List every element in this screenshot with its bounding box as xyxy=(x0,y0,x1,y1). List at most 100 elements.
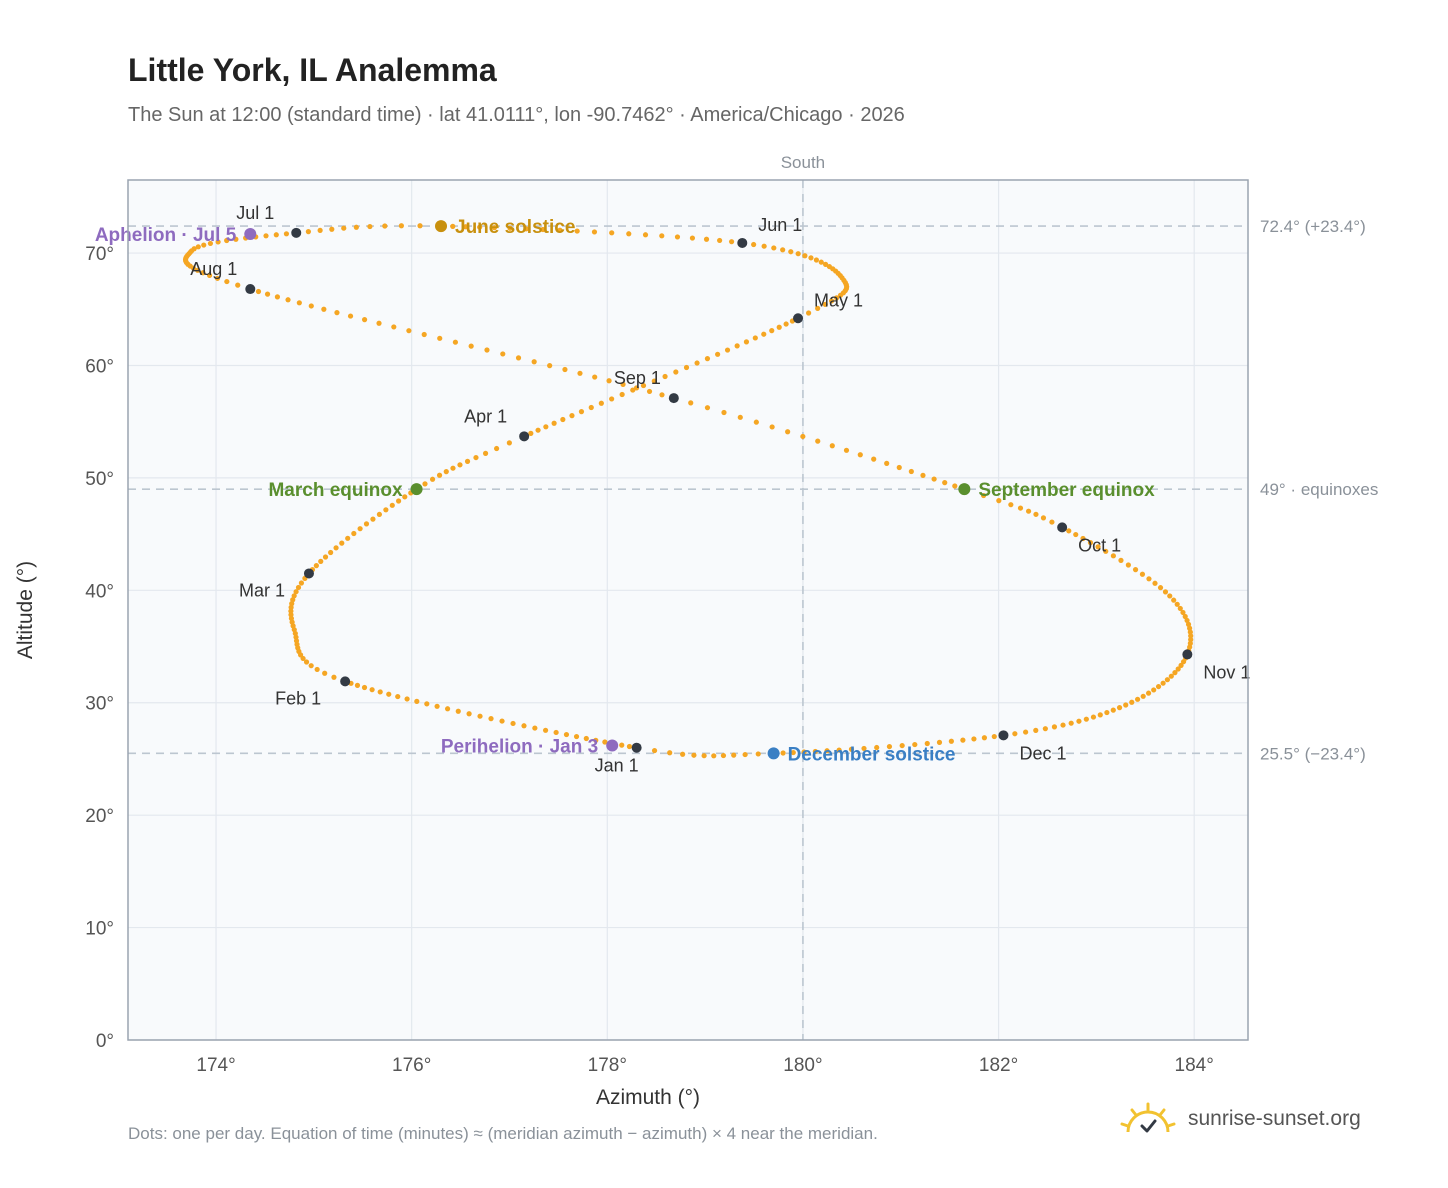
daily-sun-dot xyxy=(651,747,658,754)
daily-sun-dot xyxy=(1174,601,1180,607)
daily-sun-dot xyxy=(1155,683,1162,690)
daily-sun-dot xyxy=(591,229,598,235)
event-marker xyxy=(958,483,971,496)
daily-sun-dot xyxy=(960,737,966,743)
event-marker xyxy=(767,747,780,760)
daily-sun-dot xyxy=(201,242,207,248)
daily-sun-dot xyxy=(829,443,835,449)
month-label: May 1 xyxy=(814,290,863,310)
y-tick-label: 50° xyxy=(85,469,114,490)
daily-sun-dot xyxy=(429,476,436,482)
event-label: March equinox xyxy=(268,480,403,501)
daily-sun-dot xyxy=(434,703,440,709)
month-marker xyxy=(245,284,256,295)
daily-sun-dot xyxy=(422,481,428,487)
daily-sun-dot xyxy=(626,743,633,750)
daily-sun-dot xyxy=(826,263,833,270)
month-label: Mar 1 xyxy=(239,580,285,600)
daily-sun-dot xyxy=(464,458,471,464)
daily-sun-dot xyxy=(1164,677,1170,683)
daily-sun-dot xyxy=(303,659,310,665)
daily-sun-dot xyxy=(602,739,608,745)
brand-link[interactable]: sunrise-sunset.org xyxy=(1120,1102,1361,1136)
daily-sun-dot xyxy=(802,253,808,259)
daily-sun-dot xyxy=(1118,557,1124,563)
event-label: Perihelion · Jan 3 xyxy=(441,736,598,757)
daily-sun-dot xyxy=(1103,548,1109,554)
daily-sun-dot xyxy=(235,282,241,288)
daily-sun-dot xyxy=(952,483,958,489)
daily-sun-dot xyxy=(207,240,214,247)
daily-sun-dot xyxy=(1083,716,1089,722)
meridian-label: South xyxy=(781,153,825,172)
daily-sun-dot xyxy=(463,224,469,230)
axis-ticks: 174° 176° 178° 180° 182° 184° 0° 10° 20° 30° 40° 50… xyxy=(85,244,1214,1076)
daily-sun-dot xyxy=(298,580,305,586)
month-marker xyxy=(340,676,351,687)
daily-sun-dot xyxy=(515,355,522,361)
daily-sun-dot xyxy=(1087,540,1094,546)
daily-sun-dot xyxy=(1040,515,1047,521)
daily-sun-dot xyxy=(190,265,197,271)
daily-sun-dot xyxy=(313,563,319,569)
daily-sun-dot xyxy=(1110,553,1116,559)
daily-sun-dot xyxy=(468,343,474,349)
daily-sun-dot xyxy=(1182,613,1188,620)
daily-sun-dot xyxy=(813,257,820,263)
daily-sun-dot xyxy=(886,743,893,750)
daily-sun-dot xyxy=(274,294,281,300)
daily-sun-dot xyxy=(353,224,359,230)
daily-sun-dot xyxy=(382,223,388,229)
x-tick-label: 174° xyxy=(196,1055,235,1076)
event-label: Aphelion · Jul 5 xyxy=(95,225,237,246)
daily-sun-dot xyxy=(305,229,311,235)
daily-sun-dot xyxy=(1178,662,1184,668)
daily-sun-dot xyxy=(1025,508,1032,514)
daily-sun-dot xyxy=(318,558,324,564)
daily-sun-dot xyxy=(288,608,294,614)
daily-sun-dot xyxy=(361,317,368,323)
daily-sun-dot xyxy=(812,748,818,755)
daily-sun-dot xyxy=(1104,709,1110,716)
daily-sun-dot xyxy=(499,718,505,724)
daily-sun-dot xyxy=(1033,727,1039,733)
daily-sun-dot xyxy=(224,237,230,244)
daily-sun-dot xyxy=(482,450,489,456)
daily-sun-dot xyxy=(1146,576,1152,582)
y-tick-label: 10° xyxy=(85,919,114,940)
daily-sun-dot xyxy=(1110,707,1116,713)
daily-sun-dot xyxy=(443,469,449,475)
daily-sun-dot xyxy=(506,440,512,446)
month-marker xyxy=(1057,522,1068,533)
daily-sun-dot xyxy=(333,545,339,551)
daily-sun-dot xyxy=(436,472,443,478)
x-tick-label: 176° xyxy=(392,1055,431,1076)
daily-sun-dot xyxy=(942,480,948,486)
event-marker xyxy=(435,220,448,233)
daily-sun-dot xyxy=(924,740,930,747)
event-marker xyxy=(244,227,257,240)
daily-sun-dot xyxy=(421,331,427,338)
daily-sun-dot xyxy=(553,729,559,736)
daily-sun-dot xyxy=(357,526,363,532)
daily-sun-dot xyxy=(800,433,806,440)
daily-sun-dot xyxy=(334,310,340,316)
daily-sun-dot xyxy=(790,749,796,756)
daily-sun-dot xyxy=(322,554,329,560)
daily-sun-dot xyxy=(1180,609,1186,616)
daily-sun-dot xyxy=(717,237,723,244)
daily-sun-dot xyxy=(263,233,269,239)
daily-sun-dot xyxy=(646,388,653,395)
daily-sun-dot xyxy=(233,236,239,242)
daily-sun-dot xyxy=(633,385,640,391)
daily-sun-dot xyxy=(1012,731,1018,737)
daily-sun-dot xyxy=(871,456,877,462)
daily-sun-dot xyxy=(331,674,337,680)
daily-sun-dot xyxy=(1187,625,1193,631)
daily-sun-dot xyxy=(659,392,665,398)
daily-sun-dot xyxy=(1134,696,1141,702)
daily-sun-dot xyxy=(1180,659,1187,665)
daily-sun-dot xyxy=(1066,528,1072,534)
daily-sun-dot xyxy=(450,223,456,229)
daily-sun-dot xyxy=(494,445,500,452)
